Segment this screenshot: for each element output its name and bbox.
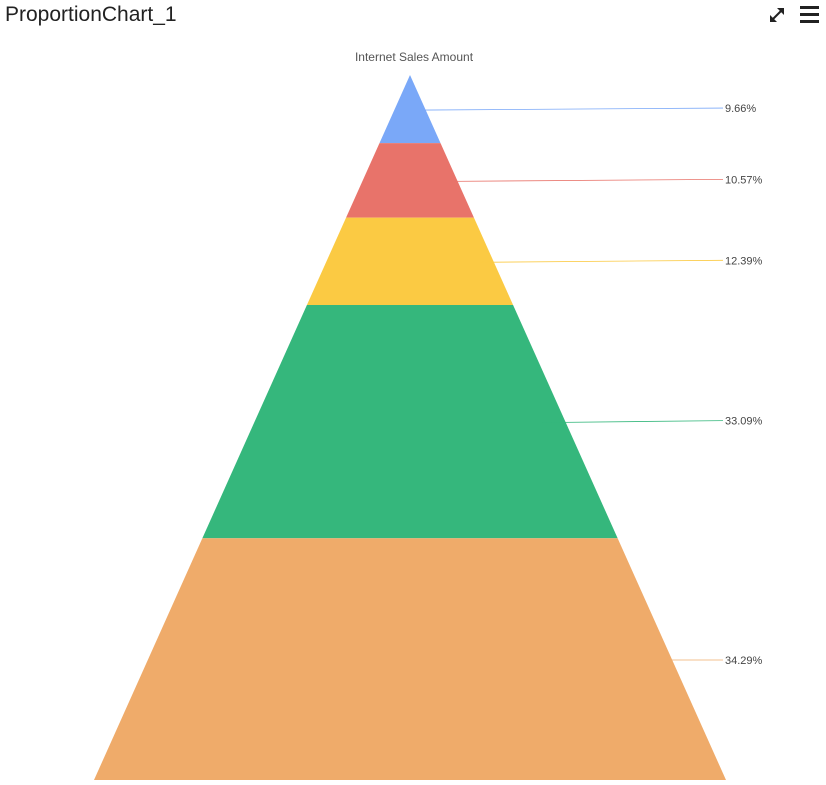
data-label-5: 34.29% — [725, 655, 763, 667]
expand-arrows-icon — [770, 8, 784, 22]
leader-line-2 — [450, 178, 724, 182]
chart-widget-title: ProportionChart_1 — [5, 3, 177, 26]
pyramid-segment-5[interactable] — [94, 538, 726, 780]
leader-line-1 — [422, 107, 724, 111]
leader-line-3 — [480, 259, 724, 263]
data-label-1: 9.66% — [725, 103, 756, 115]
hamburger-menu-icon — [800, 6, 819, 23]
pyramid-segment-1[interactable] — [379, 75, 441, 144]
data-label-3: 12.39% — [725, 255, 763, 267]
pyramid-leader-lines — [422, 107, 724, 661]
data-label-2: 10.57% — [725, 174, 763, 186]
pyramid-segments — [94, 75, 726, 780]
chart-header: ProportionChart_1 — [0, 0, 826, 32]
maximize-button[interactable] — [766, 4, 788, 26]
leader-line-4 — [542, 420, 724, 424]
chart-title: Internet Sales Amount — [355, 50, 474, 64]
data-label-4: 33.09% — [725, 416, 763, 428]
pyramid-data-labels: 9.66% 10.57% 12.39% 33.09% 34.29% — [725, 103, 763, 667]
menu-button[interactable] — [798, 3, 822, 27]
pyramid-segment-2[interactable] — [346, 143, 474, 218]
pyramid-segment-3[interactable] — [306, 217, 514, 305]
pyramid-segment-4[interactable] — [202, 304, 618, 539]
